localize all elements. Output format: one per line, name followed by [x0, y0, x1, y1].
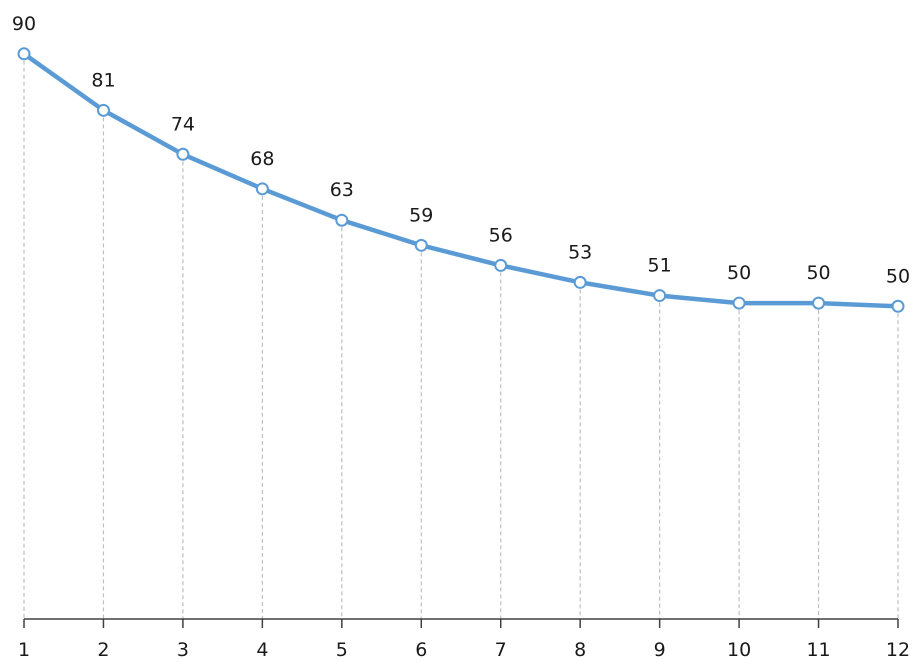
x-tick-label-4: 4 — [256, 639, 268, 661]
marker-6 — [414, 238, 428, 252]
data-label-12: 50 — [886, 265, 910, 287]
data-label-2: 81 — [91, 69, 115, 91]
data-label-6: 59 — [409, 204, 433, 226]
data-label-8: 53 — [568, 241, 592, 263]
x-tick-label-8: 8 — [574, 639, 586, 661]
x-tick-label-2: 2 — [97, 639, 109, 661]
marker-2 — [96, 103, 110, 117]
x-tick-label-6: 6 — [415, 639, 427, 661]
data-labels: 90 81 74 68 63 59 56 53 51 50 50 50 — [12, 13, 910, 287]
x-tick-label-11: 11 — [806, 639, 830, 661]
data-label-5: 63 — [330, 179, 354, 201]
marker-5 — [335, 213, 349, 227]
x-tick-label-5: 5 — [336, 639, 348, 661]
x-tick-label-10: 10 — [727, 639, 751, 661]
x-tick-label-7: 7 — [495, 639, 507, 661]
data-label-10: 50 — [727, 262, 751, 284]
marker-1 — [17, 47, 31, 61]
x-ticks — [23, 619, 899, 628]
marker-4 — [255, 182, 269, 196]
data-label-9: 51 — [648, 255, 672, 277]
x-tick-labels: 1 2 3 4 5 6 7 8 9 10 11 12 — [18, 639, 910, 661]
marker-10 — [732, 296, 746, 310]
data-label-3: 74 — [171, 113, 195, 135]
marker-3 — [176, 147, 190, 161]
marker-8 — [573, 275, 587, 289]
x-tick-label-12: 12 — [886, 639, 910, 661]
marker-11 — [812, 296, 826, 310]
data-label-4: 68 — [250, 148, 274, 170]
markers — [17, 47, 905, 313]
marker-12 — [891, 299, 905, 313]
data-label-11: 50 — [806, 262, 830, 284]
x-tick-label-1: 1 — [18, 639, 30, 661]
data-label-7: 56 — [489, 224, 513, 246]
marker-9 — [653, 289, 667, 303]
data-label-1: 90 — [12, 13, 36, 35]
x-tick-label-9: 9 — [654, 639, 666, 661]
drop-lines — [23, 53, 899, 619]
marker-7 — [494, 258, 508, 272]
series-line — [21, 51, 901, 309]
x-tick-label-3: 3 — [177, 639, 189, 661]
